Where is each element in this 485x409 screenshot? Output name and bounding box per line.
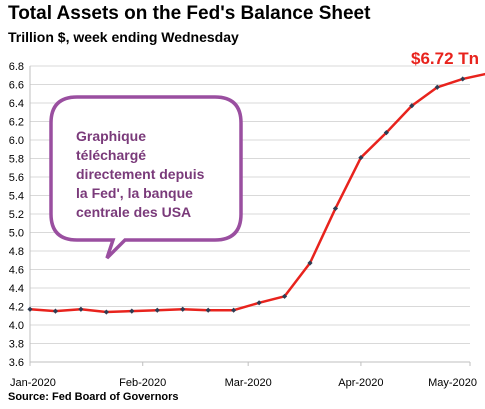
- y-tick-label: 6.8: [9, 61, 24, 73]
- y-tick-label: 5.4: [9, 191, 24, 203]
- x-tick-labels: Jan-2020 Feb-2020 Mar-2020 Apr-2020 May-2020: [10, 377, 477, 389]
- y-tick-label: 5.8: [9, 154, 24, 166]
- data-point-marker: [103, 309, 109, 315]
- data-point-marker: [358, 154, 364, 161]
- y-tick-label: 6.2: [9, 117, 24, 129]
- y-tick-label: 3.8: [9, 339, 24, 351]
- data-point-marker: [231, 307, 237, 313]
- y-tick-label: 5.2: [9, 209, 24, 221]
- data-point-marker: [281, 293, 288, 299]
- y-tick-label: 4.2: [9, 302, 24, 314]
- callout-text-line: la Fed', la banque: [76, 185, 193, 201]
- data-point-marker: [332, 205, 339, 212]
- data-point-marker: [307, 260, 313, 266]
- y-tick-label: 4.4: [9, 283, 24, 295]
- data-point-marker: [434, 84, 440, 90]
- last-value-label: $6.72 Tn: [411, 49, 479, 68]
- data-point-marker: [129, 308, 135, 314]
- axes: [29, 66, 471, 366]
- x-tick-label: May-2020: [428, 377, 477, 389]
- data-point-marker: [256, 300, 262, 306]
- y-tick-label: 4.6: [9, 265, 24, 277]
- data-point-marker: [460, 76, 466, 82]
- callout-text-line: directement depuis: [76, 166, 205, 182]
- data-point-marker: [409, 103, 415, 109]
- y-tick-labels: 3.6 3.8 4.0 4.2 4.4 4.6 4.8 5.0 5.2 5.4 5.6 5.8 6.0 6…: [9, 61, 24, 369]
- callout-text-line: centrale des USA: [76, 204, 191, 220]
- y-tick-label: 6.4: [9, 98, 24, 110]
- y-tick-label: 6.0: [9, 135, 24, 147]
- y-tick-label: 6.6: [9, 80, 24, 92]
- data-point-marker: [78, 306, 84, 312]
- data-point-marker: [52, 308, 59, 314]
- y-tick-label: 5.0: [9, 228, 24, 240]
- chart-source: Source: Fed Board of Governors: [8, 391, 179, 403]
- callout-text-line: téléchargé: [76, 147, 146, 163]
- chart-title: Total Assets on the Fed's Balance Sheet: [8, 3, 371, 24]
- x-tick-label: Jan-2020: [10, 377, 56, 389]
- series-markers: [27, 76, 466, 315]
- data-point-marker: [27, 306, 33, 312]
- callout-bubble: [49, 95, 243, 260]
- y-tick-label: 5.6: [9, 172, 24, 184]
- callout-text-line: Graphique: [76, 128, 146, 144]
- x-tick-label: Apr-2020: [338, 377, 383, 389]
- y-tick-label: 4.8: [9, 246, 24, 258]
- y-tick-label: 3.6: [9, 357, 24, 369]
- data-point-marker: [205, 307, 211, 313]
- data-point-marker: [154, 307, 160, 313]
- data-point-marker: [383, 130, 389, 136]
- y-tick-label: 4.0: [9, 320, 24, 332]
- data-point-marker: [180, 306, 186, 312]
- x-tick-label: Feb-2020: [119, 377, 166, 389]
- callout-text: Graphique téléchargé directement depuis la …: [76, 128, 205, 220]
- chart-subtitle: Trillion $, week ending Wednesday: [8, 29, 239, 45]
- annotation-callout: Graphique téléchargé directement depuis la …: [49, 95, 243, 260]
- x-tick-label: Mar-2020: [225, 377, 272, 389]
